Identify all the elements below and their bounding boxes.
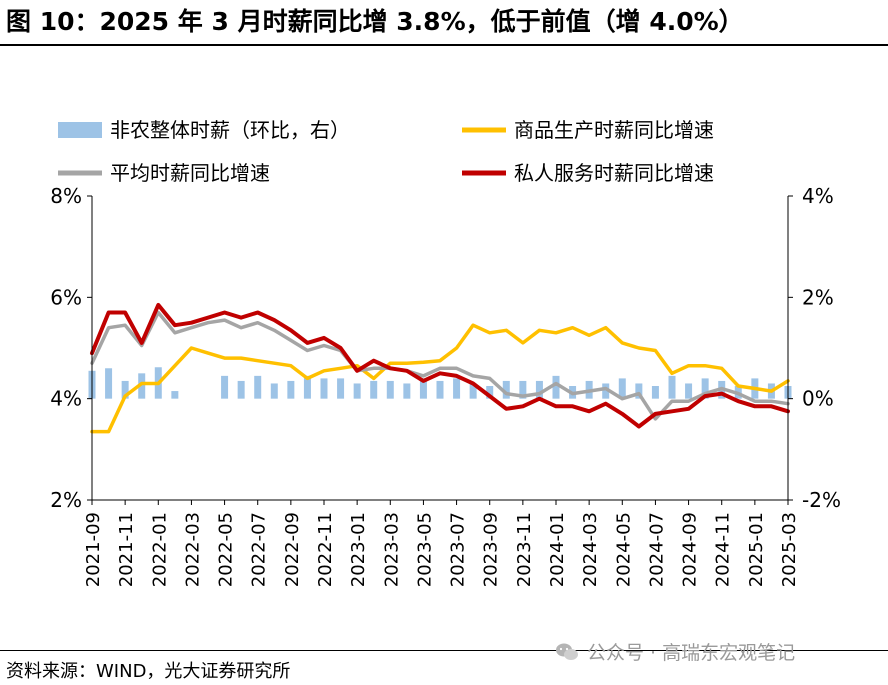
- x-tick-label: 2022-03: [182, 512, 203, 587]
- x-tick-label: 2023-01: [348, 512, 369, 587]
- bar-2022-09: [287, 380, 295, 399]
- bar-2024-05: [618, 378, 626, 399]
- series-line-3: [90, 302, 790, 429]
- y-right-tick-label: -2%: [802, 488, 841, 512]
- bar-2024-06: [635, 383, 643, 399]
- bar-2022-08: [270, 383, 278, 399]
- legend-label: 平均时薪同比增速: [110, 161, 270, 185]
- y-right-tick-label: 0%: [802, 387, 834, 411]
- bar-2022-05: [221, 375, 229, 399]
- bar-2023-04: [403, 383, 411, 399]
- x-tick-label: 2025-03: [779, 512, 800, 587]
- series-line-1: [90, 323, 790, 434]
- x-tick-label: 2024-03: [580, 512, 601, 587]
- x-tick-label: 2022-05: [216, 512, 237, 587]
- x-tick-label: 2023-11: [514, 512, 535, 587]
- tick-labels: 2% 4% 6% 8% -2% 0% 2% 4% 2021-09 2021-11 2022-01 20…: [50, 184, 841, 587]
- y-left-tick-label: 2%: [50, 488, 82, 512]
- bar-2023-12: [535, 380, 543, 399]
- x-tick-label: 2022-11: [315, 512, 336, 587]
- bar-2022-07: [254, 375, 262, 399]
- wechat-icon: [556, 643, 578, 660]
- bar-2023-02: [370, 380, 378, 399]
- footer-divider: [0, 650, 888, 651]
- x-tick-label: 2022-07: [249, 512, 270, 587]
- bar-2024-01: [552, 375, 560, 399]
- bar-2022-12: [337, 378, 345, 399]
- x-tick-label: 2025-01: [746, 512, 767, 587]
- series-line-2: [90, 310, 790, 421]
- watermark: 公众号 · 高瑞东宏观笔记: [555, 638, 795, 665]
- y-left-tick-label: 6%: [50, 285, 82, 309]
- bar-2023-10: [502, 380, 510, 399]
- bar-2021-11: [121, 380, 129, 399]
- x-tick-label: 2022-09: [282, 512, 303, 587]
- legend-swatch-bar: [58, 122, 102, 138]
- bar-2022-11: [320, 378, 328, 399]
- x-tick-label: 2022-01: [149, 512, 170, 587]
- axes: [87, 195, 793, 505]
- x-tick-label: 2021-09: [83, 512, 104, 587]
- line-series: [90, 302, 790, 434]
- x-tick-label: 2023-03: [381, 512, 402, 587]
- x-tick-label: 2021-11: [116, 512, 137, 587]
- x-tick-label: 2024-05: [613, 512, 634, 587]
- x-tick-label: 2024-01: [547, 512, 568, 587]
- bar-2022-06: [237, 380, 245, 399]
- legend-label: 商品生产时薪同比增速: [514, 118, 714, 142]
- bar-2022-10: [303, 375, 311, 399]
- bar-2024-07: [651, 386, 659, 399]
- source-note: 资料来源：WIND，光大证券研究所: [6, 661, 291, 682]
- bar-2024-08: [668, 375, 676, 399]
- bar-2024-09: [685, 383, 693, 399]
- bar-2023-03: [386, 380, 394, 399]
- x-tick-label: 2023-09: [481, 512, 502, 587]
- x-tick-label: 2024-09: [680, 512, 701, 587]
- legend-label: 非农整体时薪（环比，右）: [110, 118, 350, 142]
- bar-2023-01: [353, 383, 361, 399]
- title-divider: [0, 44, 888, 46]
- bar-2021-12: [138, 373, 146, 399]
- x-tick-label: 2023-05: [414, 512, 435, 587]
- watermark-text: 公众号 · 高瑞东宏观笔记: [587, 642, 796, 664]
- bar-2023-06: [436, 380, 444, 399]
- x-tick-label: 2024-11: [713, 512, 734, 587]
- bar-2023-09: [486, 386, 494, 399]
- figure-title: 图 10：2025 年 3 月时薪同比增 3.8%，低于前值（增 4.0%）: [6, 7, 744, 36]
- legend-label: 私人服务时薪同比增速: [514, 161, 714, 185]
- bar-2024-04: [602, 383, 610, 399]
- x-tick-label: 2023-07: [448, 512, 469, 587]
- x-tick-label: 2024-07: [646, 512, 667, 587]
- y-left-tick-label: 8%: [50, 184, 82, 208]
- y-right-tick-label: 4%: [802, 184, 834, 208]
- bar-2023-08: [469, 383, 477, 399]
- y-right-tick-label: 2%: [802, 285, 834, 309]
- bar-2023-05: [419, 378, 427, 399]
- bar-2023-11: [519, 380, 527, 399]
- bar-2021-10: [105, 368, 113, 399]
- y-left-tick-label: 4%: [50, 387, 82, 411]
- bar-2024-10: [701, 378, 709, 399]
- bar-2022-02: [171, 391, 179, 399]
- bar-2023-07: [453, 378, 461, 399]
